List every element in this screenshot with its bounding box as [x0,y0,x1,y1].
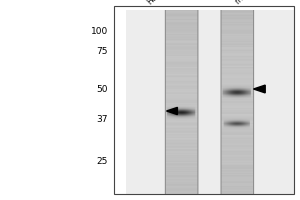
Text: 100: 100 [91,26,108,36]
Polygon shape [254,85,265,93]
Polygon shape [167,107,177,115]
Text: 75: 75 [97,46,108,55]
Bar [114,6,294,194]
Text: 37: 37 [97,114,108,123]
Text: m.kidney: m.kidney [232,0,264,6]
Text: 25: 25 [97,158,108,166]
Text: Hela: Hela [146,0,164,6]
Text: 50: 50 [97,85,108,94]
